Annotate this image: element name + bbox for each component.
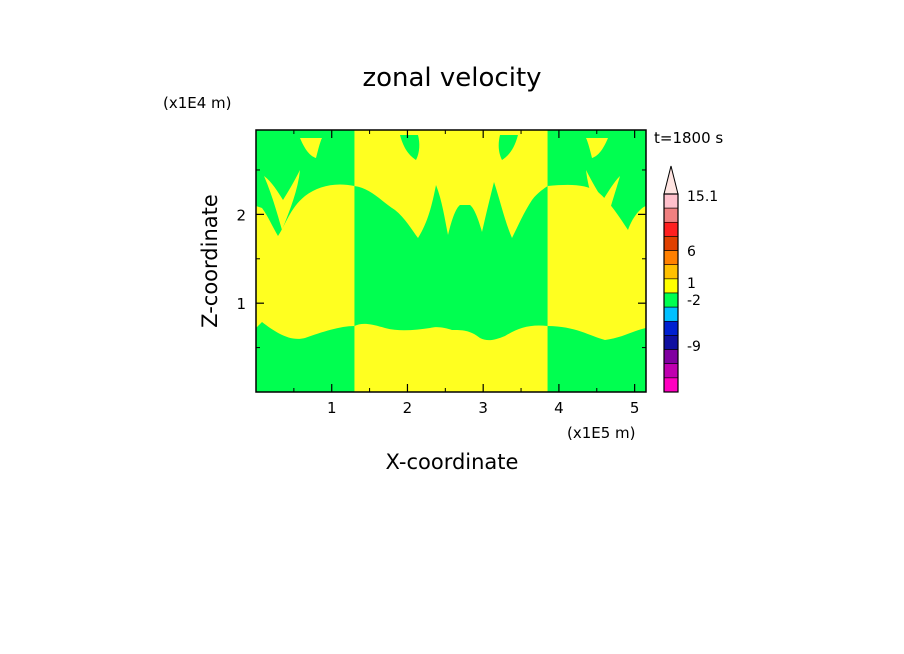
contour-lobe	[586, 170, 620, 230]
y-axis-title: Z-coordinate	[198, 194, 222, 328]
x-tick-label: 4	[554, 399, 564, 417]
colorbar-swatch	[663, 193, 679, 209]
x-scale-label: (x1E5 m)	[567, 424, 636, 442]
time-label: t=1800 s	[654, 129, 723, 147]
contour-region	[547, 130, 646, 230]
colorbar-swatch	[663, 306, 679, 322]
colorbar-swatch	[663, 207, 679, 223]
colorbar-label: 15.1	[687, 189, 718, 205]
colorbar-arrow	[663, 165, 679, 195]
colorbar-swatch	[663, 278, 679, 294]
contour-region	[354, 182, 548, 341]
colorbar-swatch	[663, 221, 679, 237]
x-axis: 1 2 3 4 5	[293, 130, 640, 417]
plot-area	[255, 129, 647, 393]
y-axis: 12	[236, 169, 646, 349]
contour-lobe	[498, 135, 518, 160]
colorbar-swatch	[663, 250, 679, 266]
colorbar-label: 6	[687, 244, 696, 260]
colorbar-swatch	[663, 236, 679, 251]
contour-region	[547, 326, 646, 392]
x-tick-label: 1	[327, 399, 337, 417]
y-scale-label: (x1E4 m)	[163, 94, 232, 112]
colorbar-swatch	[663, 349, 679, 365]
colorbar-swatch	[663, 363, 679, 379]
chart-title: zonal velocity	[362, 63, 541, 93]
contour-region	[256, 322, 355, 392]
colorbar-swatch	[663, 335, 679, 350]
colorbar-label: -9	[687, 339, 701, 355]
y-tick-label: 1	[236, 295, 246, 313]
x-tick-label: 5	[630, 399, 640, 417]
contour-lobe	[400, 135, 420, 160]
plot-frame	[255, 129, 647, 393]
contour-lobe	[300, 138, 322, 158]
colorbar-swatch	[663, 264, 679, 280]
x-tick-label: 3	[478, 399, 488, 417]
contour-lobe	[264, 170, 300, 230]
colorbar-swatch	[663, 320, 679, 336]
y-tick-label: 2	[236, 206, 246, 224]
colorbar: 15.1 6 1-2 -9	[663, 165, 718, 393]
x-axis-title: X-coordinate	[386, 450, 519, 474]
contour-field	[256, 130, 646, 392]
contour-lobe	[586, 138, 608, 158]
colorbar-label: -2	[687, 293, 701, 309]
colorbar-swatch	[663, 292, 679, 308]
x-tick-label: 2	[403, 399, 413, 417]
colorbar-swatch	[663, 377, 679, 393]
colorbar-frame	[663, 193, 679, 393]
colorbar-label: 1	[687, 276, 696, 292]
